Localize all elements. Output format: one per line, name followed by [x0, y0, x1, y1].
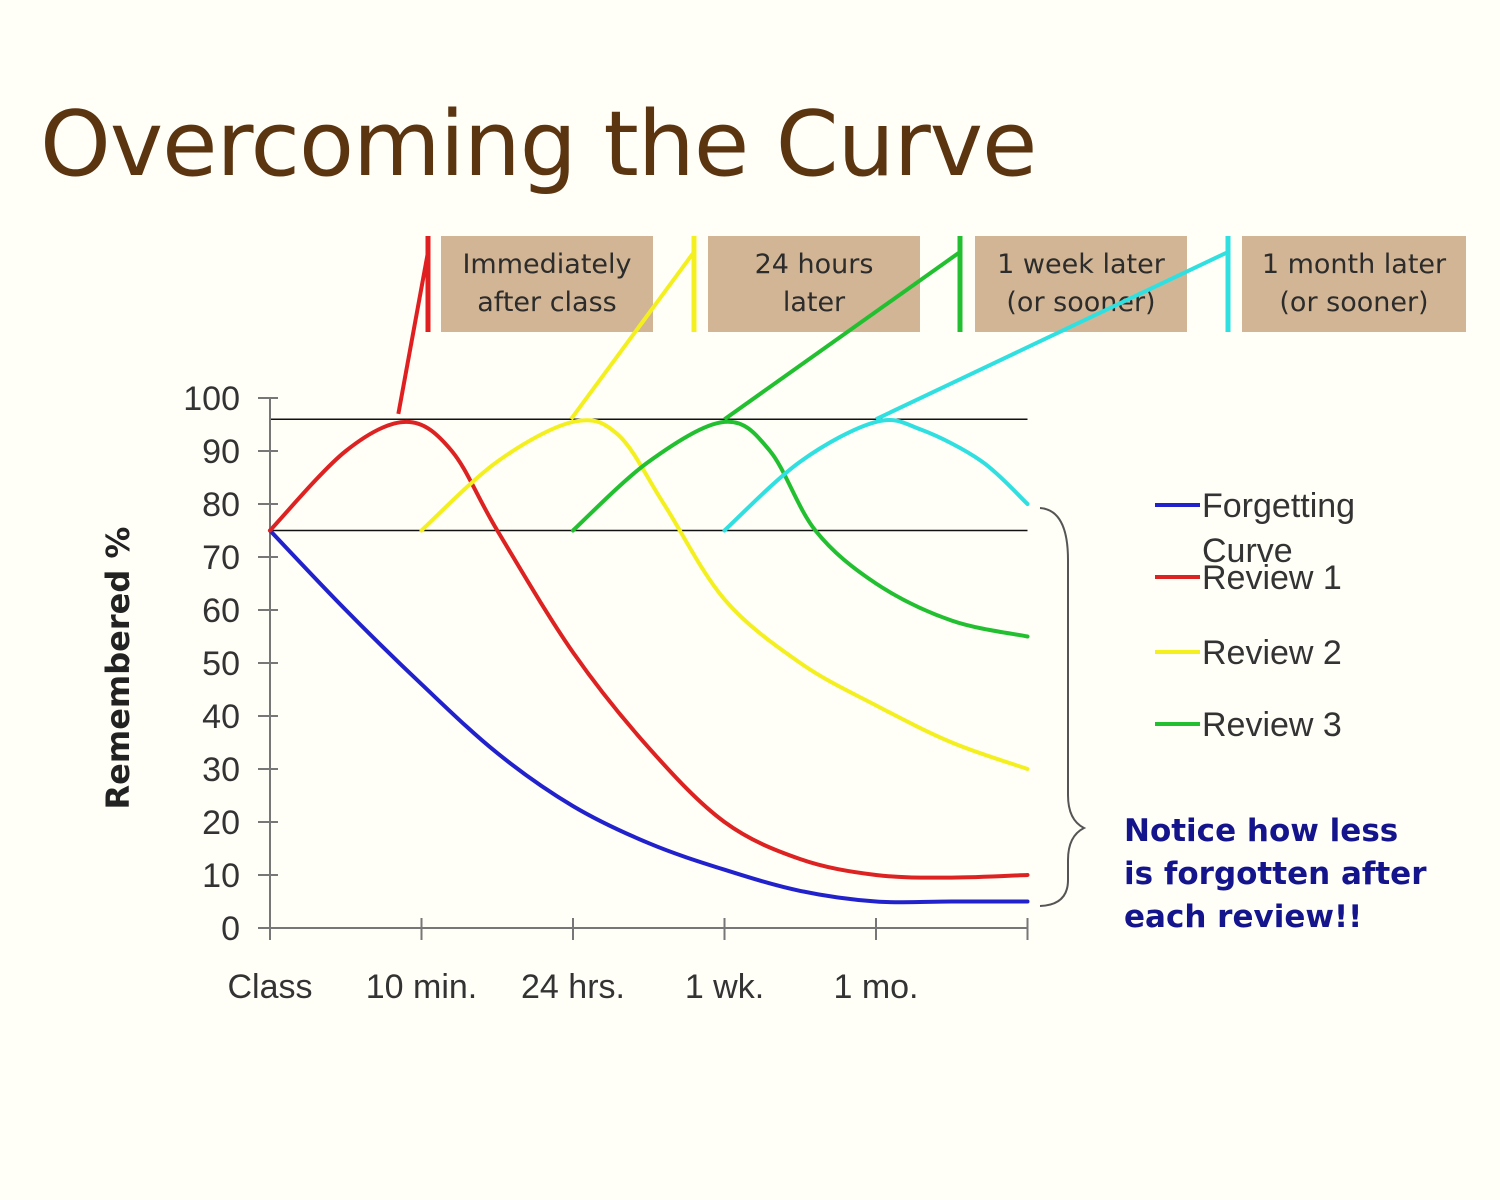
- timeline-box-line: 1 week later: [997, 249, 1165, 280]
- annotation-line: Notice how less: [1124, 813, 1399, 849]
- timeline-box-line: (or sooner): [1006, 287, 1156, 318]
- annotation-line: is forgotten after: [1124, 856, 1427, 892]
- legend-label: Review 2: [1202, 634, 1342, 672]
- legend-label: Forgetting: [1202, 487, 1355, 525]
- x-tick-label: Class: [227, 968, 312, 1006]
- legend-label: Review 1: [1202, 559, 1342, 597]
- timeline-box-line: (or sooner): [1279, 287, 1429, 318]
- y-tick-label: 20: [202, 804, 240, 842]
- y-tick-label: 60: [202, 592, 240, 630]
- series-line-review-1: [268, 419, 1030, 880]
- timeline-box-line: Immediately: [462, 249, 632, 280]
- y-tick-label: 100: [183, 380, 240, 418]
- timeline-box-line: 1 month later: [1261, 249, 1447, 280]
- series-line-forgetting-curve: [268, 528, 1030, 905]
- x-tick-label: 10 min.: [366, 968, 478, 1006]
- y-tick-label: 90: [202, 433, 240, 471]
- timeline-box-line: 24 hours: [754, 249, 874, 280]
- y-tick-label: 70: [202, 539, 240, 577]
- series-line-review-3: [571, 419, 1030, 639]
- timeline-box-24-hours: 24 hours later: [708, 236, 920, 332]
- y-tick-label: 10: [202, 857, 240, 895]
- y-tick-label: 0: [221, 910, 240, 948]
- timeline-box-immediately: Immediately after class: [441, 236, 653, 332]
- series-line-review-4: [722, 417, 1030, 533]
- x-tick-label: 1 wk.: [685, 968, 764, 1006]
- timeline-box-line: after class: [477, 287, 617, 318]
- timeline-box-1-week: 1 week later (or sooner): [975, 236, 1187, 332]
- connector-line: [875, 250, 1229, 422]
- annotation-note: Notice how less is forgotten after each …: [1124, 810, 1427, 939]
- x-tick-label: 1 mo.: [833, 968, 918, 1006]
- page-title: Overcoming the Curve: [40, 92, 1037, 197]
- y-tick-label: 40: [202, 698, 240, 736]
- connector-line: [723, 250, 962, 421]
- timeline-box-line: later: [782, 287, 846, 318]
- y-tick-label: 50: [202, 645, 240, 683]
- timeline-box-1-month: 1 month later (or sooner): [1242, 236, 1466, 332]
- connector-line: [396, 251, 430, 415]
- y-tick-label: 30: [202, 751, 240, 789]
- series-line-review-2: [419, 418, 1030, 771]
- legend-label: Review 3: [1202, 706, 1342, 744]
- connector-line: [569, 250, 696, 421]
- y-tick-label: 80: [202, 486, 240, 524]
- legend-label: Curve: [1202, 532, 1293, 570]
- annotation-line: each review!!: [1124, 899, 1363, 935]
- curly-brace: [1039, 507, 1087, 907]
- x-tick-label: 24 hrs.: [521, 968, 625, 1006]
